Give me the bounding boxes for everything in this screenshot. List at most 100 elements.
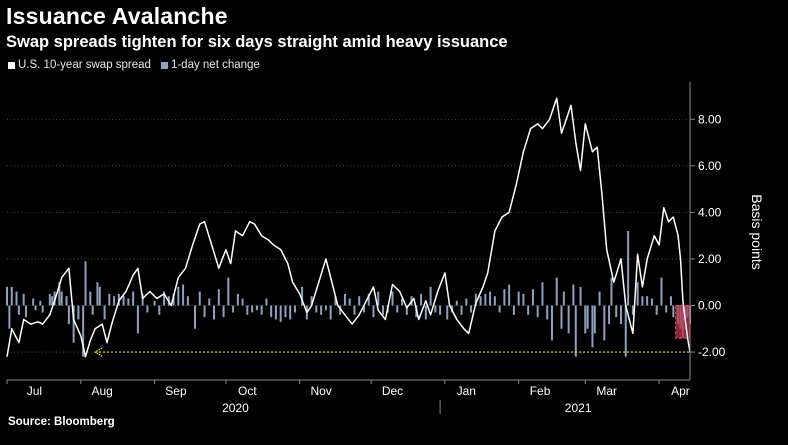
net-change-bar xyxy=(84,261,87,306)
net-change-bar xyxy=(429,286,432,306)
net-change-bar xyxy=(655,305,658,315)
net-change-bar xyxy=(22,293,25,306)
net-change-bar xyxy=(503,289,506,306)
net-change-bar xyxy=(631,305,634,315)
net-change-bar xyxy=(405,305,408,315)
x-tick-label: Oct xyxy=(238,384,257,398)
net-change-bar xyxy=(439,305,442,315)
net-change-bar xyxy=(315,305,318,313)
net-change-bar xyxy=(358,296,361,306)
net-change-bar xyxy=(382,305,385,315)
net-change-bar xyxy=(343,293,346,306)
y-tick-label: 2.00 xyxy=(698,252,722,266)
net-change-bar xyxy=(517,291,520,306)
net-change-bar xyxy=(8,305,11,329)
net-change-bar xyxy=(424,305,427,320)
net-change-bar xyxy=(669,296,672,306)
net-change-bar xyxy=(579,286,582,306)
net-change-bar xyxy=(562,291,565,306)
net-change-bar xyxy=(484,293,487,306)
net-change-bar xyxy=(586,305,589,329)
net-change-bar xyxy=(260,305,263,315)
net-change-bar xyxy=(362,305,365,313)
net-change-bar xyxy=(339,305,342,315)
y-tick-label: -2.00 xyxy=(698,345,726,359)
net-change-bar xyxy=(141,293,144,306)
legend-item-net-change: 1-day net change xyxy=(160,59,260,71)
net-change-bar xyxy=(89,291,92,306)
net-change-bar xyxy=(60,291,63,306)
net-change-bar xyxy=(527,305,530,315)
net-change-bar xyxy=(255,305,258,311)
net-change-bar xyxy=(619,305,622,325)
net-change-bar xyxy=(172,293,175,306)
net-change-bar xyxy=(391,291,394,306)
x-tick-label: Mar xyxy=(596,384,617,398)
axes: -2.00 0.00 2.00 4.00 6.00 8.00 Jul Aug Sep Oct Nov… xyxy=(6,82,726,415)
net-change-bar xyxy=(550,305,553,341)
annotations xyxy=(93,305,691,357)
net-change-bar xyxy=(198,291,201,306)
net-change-bar xyxy=(82,305,85,357)
net-change-bar xyxy=(113,296,116,306)
y-tick-label: 4.00 xyxy=(698,205,722,219)
net-change-bar xyxy=(72,305,75,343)
net-change-bar xyxy=(567,305,570,334)
net-change-bar xyxy=(512,305,515,315)
net-change-bar xyxy=(650,298,653,306)
net-change-bar xyxy=(25,305,28,318)
net-change-bar xyxy=(77,305,80,320)
net-change-bar xyxy=(203,305,206,318)
net-change-bar xyxy=(284,305,287,318)
net-change-bar xyxy=(186,296,189,306)
net-change-bar xyxy=(489,291,492,306)
net-change-bar xyxy=(434,305,437,313)
net-change-bar xyxy=(324,305,327,311)
net-change-bar xyxy=(91,305,94,315)
net-change-bar xyxy=(541,282,544,306)
net-change-bar xyxy=(222,305,225,318)
net-change-bar xyxy=(213,305,216,320)
net-change-bar xyxy=(367,293,370,306)
net-change-bar xyxy=(270,305,273,318)
net-change-bar xyxy=(310,296,313,306)
net-change-bar xyxy=(420,293,423,306)
net-change-bar xyxy=(348,298,351,306)
net-change-bar xyxy=(672,305,675,318)
net-change-bar xyxy=(641,296,644,306)
x-tick-label: Dec xyxy=(382,384,403,398)
net-change-bar xyxy=(127,298,130,306)
net-change-bar xyxy=(246,305,249,315)
net-change-bar xyxy=(598,291,601,306)
net-change-bar xyxy=(289,305,292,320)
net-change-bar xyxy=(522,293,525,306)
net-change-bar xyxy=(493,296,496,306)
x-tick-label: Jul xyxy=(27,384,42,398)
net-change-bar xyxy=(132,291,135,306)
net-change-bar xyxy=(15,291,18,306)
y-tick-label: 0.00 xyxy=(698,299,722,313)
x-tick-label: Jan xyxy=(457,384,476,398)
net-change-bar xyxy=(153,300,156,306)
net-change-bar xyxy=(51,296,54,306)
net-change-bar xyxy=(251,305,254,313)
y-tick-label: 6.00 xyxy=(698,159,722,173)
net-change-bar xyxy=(603,305,606,341)
net-change-bar xyxy=(279,305,282,322)
x-tick-label: Nov xyxy=(310,384,331,398)
net-change-bar xyxy=(665,305,668,313)
net-change-bar xyxy=(498,305,501,313)
net-change-bar xyxy=(353,305,356,315)
net-change-bar xyxy=(508,284,511,306)
net-change-bar xyxy=(593,305,596,334)
legend-label-swap-spread: U.S. 10-year swap spread xyxy=(18,59,151,71)
net-change-bar xyxy=(122,296,125,306)
net-change-bar xyxy=(67,305,70,325)
spread-line xyxy=(6,97,691,358)
net-change-bar xyxy=(446,305,449,320)
net-change-bar xyxy=(372,305,375,318)
net-change-bar xyxy=(555,277,558,306)
net-change-bar xyxy=(10,286,13,306)
net-change-bar xyxy=(474,293,477,306)
x-tick-label: Feb xyxy=(530,384,551,398)
